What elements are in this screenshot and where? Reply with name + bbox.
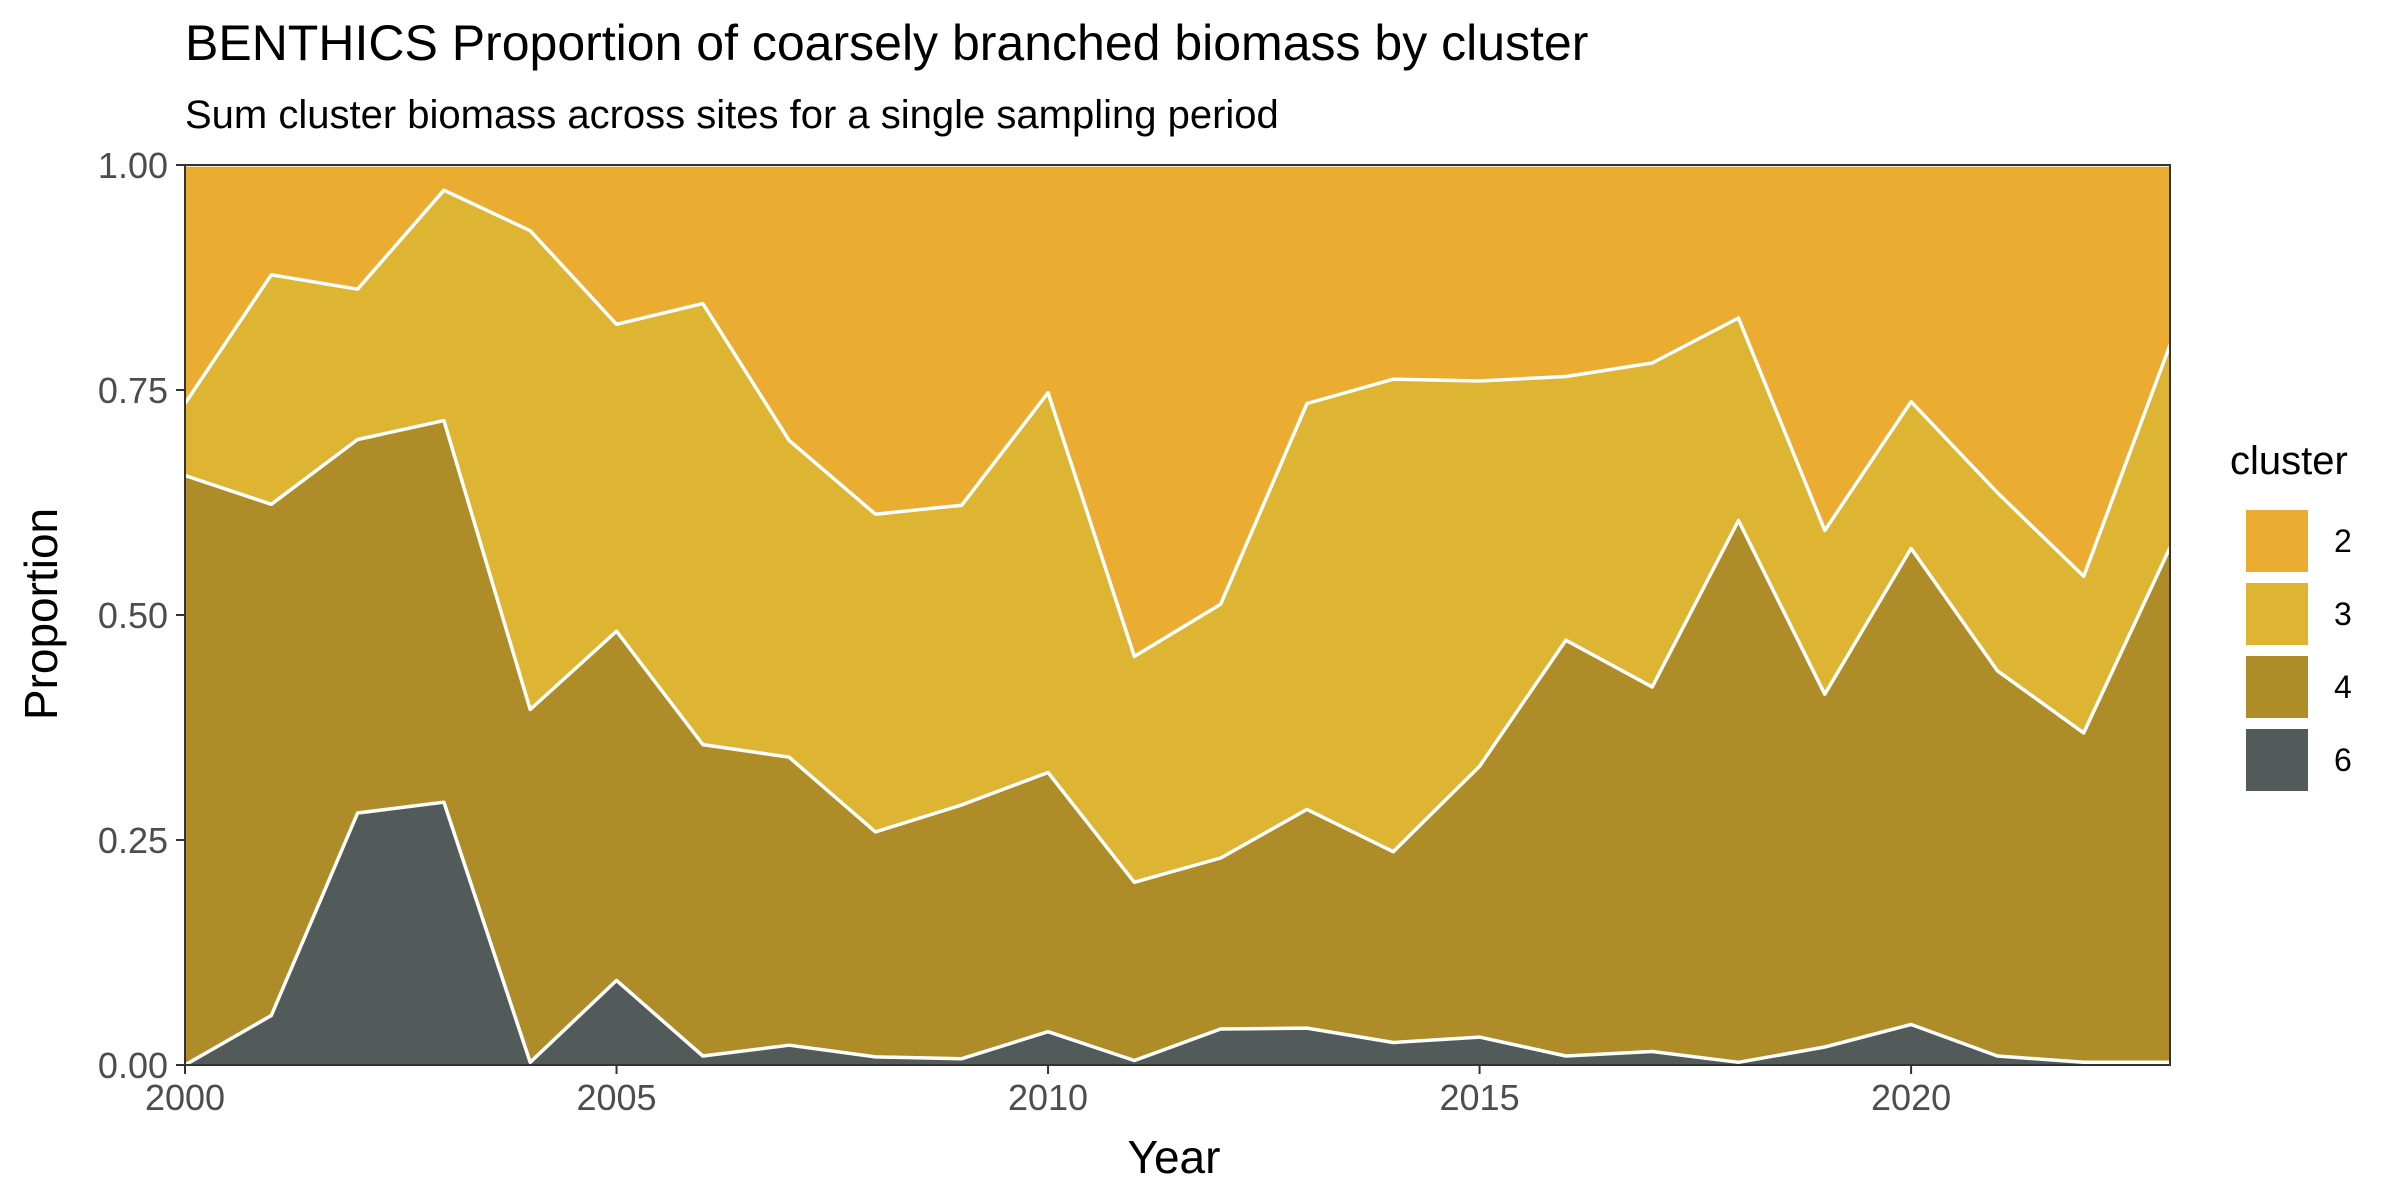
y-tick-label: 0.75 <box>98 370 168 411</box>
y-tick-label: 1.00 <box>98 145 168 186</box>
legend: cluster 2 3 4 6 <box>2230 439 2352 791</box>
legend-key-3 <box>2246 583 2308 645</box>
y-axis-title: Proportion <box>15 508 67 720</box>
y-tick-label: 0.50 <box>98 595 168 636</box>
chart-title: BENTHICS Proportion of coarsely branched… <box>185 15 1588 71</box>
x-tick-label: 2015 <box>1440 1077 1520 1118</box>
y-tick-label: 0.00 <box>98 1045 168 1086</box>
legend-label-4: 4 <box>2334 669 2352 705</box>
chart-subtitle: Sum cluster biomass across sites for a s… <box>185 93 1279 137</box>
legend-label-2: 2 <box>2334 523 2352 559</box>
y-tick-label: 0.25 <box>98 820 168 861</box>
x-tick-label: 2000 <box>145 1077 225 1118</box>
x-tick-label: 2020 <box>1871 1077 1951 1118</box>
boundary-line-cluster-4 <box>184 418 2172 885</box>
x-tick-label: 2010 <box>1008 1077 1088 1118</box>
legend-key-2 <box>2246 510 2308 572</box>
legend-title: cluster <box>2230 439 2348 483</box>
x-axis: 2000 2005 2010 2015 2020 <box>145 1065 1951 1118</box>
plot-area <box>183 163 2172 1067</box>
area-cluster-2 <box>185 165 2170 657</box>
legend-label-3: 3 <box>2334 596 2352 632</box>
area-cluster-3 <box>185 190 2170 883</box>
legend-label-6: 6 <box>2334 742 2352 778</box>
x-tick-label: 2005 <box>576 1077 656 1118</box>
boundary-line-cluster-3 <box>183 188 2172 659</box>
area-cluster-6 <box>185 802 2170 1065</box>
x-axis-title: Year <box>1128 1131 1221 1183</box>
area-cluster-4 <box>185 420 2170 1066</box>
legend-key-6 <box>2246 729 2308 791</box>
y-axis: 0.00 0.25 0.50 0.75 1.00 <box>98 145 185 1086</box>
legend-key-4 <box>2246 656 2308 718</box>
boundary-line-cluster-6 <box>184 800 2170 1067</box>
